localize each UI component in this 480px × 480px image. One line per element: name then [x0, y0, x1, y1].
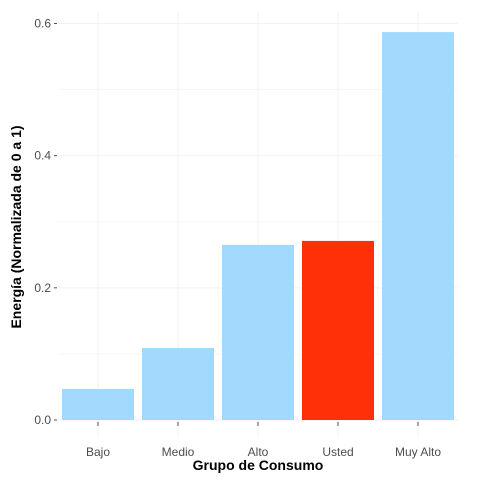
y-axis: 0.0 0.2 0.4 0.6 — [34, 17, 57, 427]
bar-muy-alto — [382, 32, 454, 421]
bar-medio — [142, 347, 214, 420]
y-axis-title: Energía (Normalizada de 0 a 1) — [8, 125, 24, 328]
x-tick-label: Bajo — [86, 445, 110, 459]
x-axis: Bajo Medio Alto Usted Muy Alto — [86, 422, 441, 459]
x-axis-title: Grupo de Consumo — [193, 457, 324, 473]
x-tick-label: Medio — [162, 445, 195, 459]
y-tick-label: 0.4 — [34, 149, 51, 163]
x-tick-label: Alto — [248, 445, 269, 459]
y-tick-label: 0.6 — [34, 17, 51, 31]
bar-alto — [222, 244, 294, 420]
y-tick-label: 0.2 — [34, 281, 51, 295]
bar-bajo — [62, 388, 134, 420]
x-tick-label: Muy Alto — [395, 445, 441, 459]
bars — [62, 32, 454, 421]
x-tick-label: Usted — [322, 445, 353, 459]
bar-usted — [302, 240, 374, 420]
y-tick-label: 0.0 — [34, 413, 51, 427]
